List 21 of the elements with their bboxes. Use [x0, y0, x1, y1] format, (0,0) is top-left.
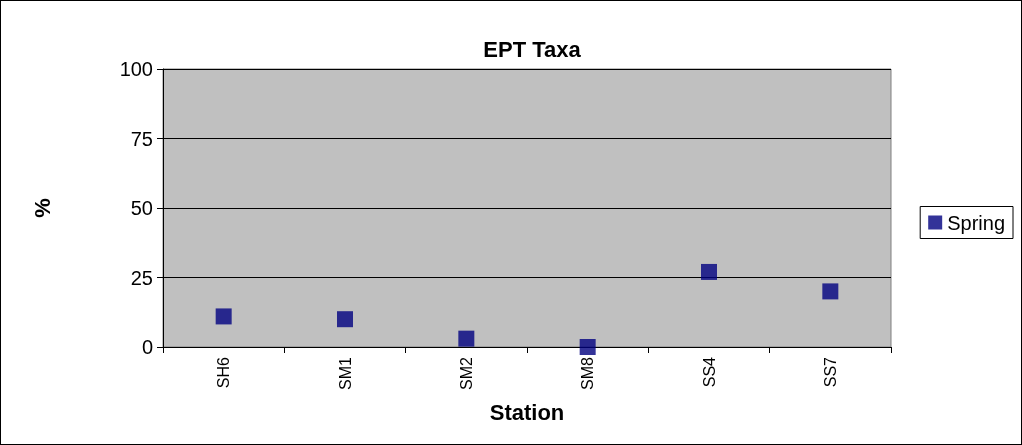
- x-axis-title: Station: [489, 399, 565, 425]
- y-tick-label: 75: [130, 127, 153, 150]
- x-tick-label: SM2: [457, 356, 475, 390]
- x-tick-label: SS4: [700, 356, 718, 388]
- y-tick-label: 0: [141, 336, 153, 358]
- point: [822, 283, 839, 300]
- x-tick-label: SH6: [215, 356, 233, 389]
- y-tick-label: 25: [130, 266, 153, 289]
- point: [579, 339, 596, 355]
- point: [215, 308, 232, 325]
- x-tick-label: SS7: [821, 356, 839, 388]
- point: [458, 330, 475, 347]
- y-tick-label: 50: [130, 197, 153, 219]
- y-axis-title: %: [29, 198, 55, 218]
- legend-label: Spring: [947, 211, 1005, 234]
- y-tick-label: 100: [119, 58, 153, 80]
- point: [701, 263, 717, 280]
- x-tick-label: SM8: [579, 356, 597, 390]
- chart-title: EPT Taxa: [483, 36, 582, 62]
- point: [337, 311, 353, 328]
- x-tick-label: SM1: [336, 356, 354, 390]
